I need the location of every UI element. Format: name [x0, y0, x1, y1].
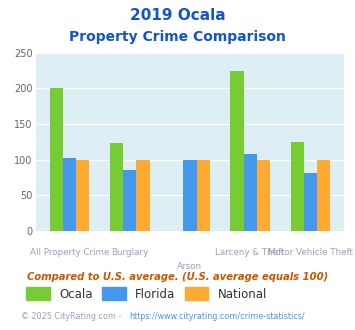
Text: 2019 Ocala: 2019 Ocala — [130, 8, 225, 23]
Text: Arson: Arson — [178, 262, 202, 271]
Bar — [290, 142, 304, 231]
Text: All Property Crime: All Property Crime — [30, 248, 109, 257]
Bar — [123, 170, 136, 231]
Bar — [63, 158, 76, 231]
Text: Compared to U.S. average. (U.S. average equals 100): Compared to U.S. average. (U.S. average … — [27, 272, 328, 282]
Text: https://www.cityrating.com/crime-statistics/: https://www.cityrating.com/crime-statist… — [130, 312, 305, 321]
Bar — [230, 71, 244, 231]
Text: Burglary: Burglary — [111, 248, 148, 257]
Bar — [50, 88, 63, 231]
Legend: Ocala, Florida, National: Ocala, Florida, National — [26, 287, 267, 301]
Text: Property Crime Comparison: Property Crime Comparison — [69, 30, 286, 44]
Bar — [183, 160, 197, 231]
Text: © 2025 CityRating.com -: © 2025 CityRating.com - — [21, 312, 124, 321]
Bar — [257, 160, 270, 231]
Bar — [110, 143, 123, 231]
Bar — [304, 173, 317, 231]
Bar — [136, 160, 149, 231]
Bar — [76, 160, 89, 231]
Bar — [244, 154, 257, 231]
Text: Larceny & Theft: Larceny & Theft — [215, 248, 285, 257]
Bar — [197, 160, 210, 231]
Bar — [317, 160, 330, 231]
Text: Motor Vehicle Theft: Motor Vehicle Theft — [268, 248, 353, 257]
